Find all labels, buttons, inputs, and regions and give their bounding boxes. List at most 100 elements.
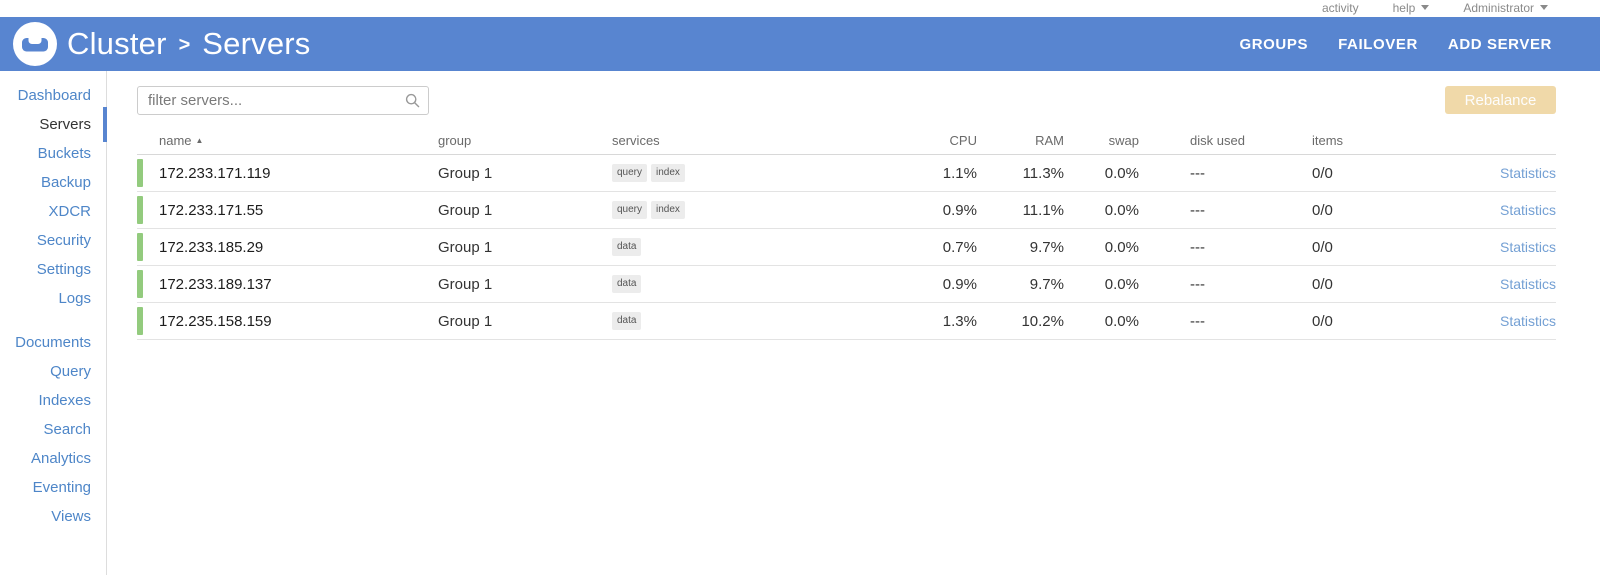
server-swap: 0.0% bbox=[1104, 275, 1139, 293]
rebalance-button[interactable]: Rebalance bbox=[1445, 86, 1556, 114]
page-title: Servers bbox=[202, 26, 311, 61]
server-swap: 0.0% bbox=[1104, 312, 1139, 330]
chevron-down-icon bbox=[1540, 5, 1548, 10]
sidebar-item-search[interactable]: Search bbox=[43, 421, 91, 438]
server-swap: 0.0% bbox=[1104, 238, 1139, 256]
table-header: name ▲ group services CPU RAM swap disk u… bbox=[137, 127, 1556, 155]
failover-button[interactable]: FAILOVER bbox=[1338, 35, 1418, 53]
sidebar-item-xdcr[interactable]: XDCR bbox=[48, 203, 91, 220]
sort-ascending-icon: ▲ bbox=[195, 136, 204, 145]
column-header-group[interactable]: group bbox=[438, 133, 472, 148]
servers-table: 172.233.171.119 Group 1 query index 1.1% … bbox=[137, 155, 1556, 340]
column-header-cpu[interactable]: CPU bbox=[949, 133, 977, 148]
server-name: 172.233.171.55 bbox=[159, 201, 264, 219]
help-menu[interactable]: help bbox=[1393, 1, 1430, 15]
breadcrumb: Cluster > Servers bbox=[67, 26, 311, 62]
server-name-cell: 172.233.171.55 bbox=[137, 192, 438, 228]
column-header-ram[interactable]: RAM bbox=[1035, 133, 1064, 148]
top-utility-bar: activity help Administrator bbox=[0, 0, 1600, 17]
server-disk-used: --- bbox=[1190, 312, 1205, 330]
statistics-link[interactable]: Statistics bbox=[1499, 201, 1556, 218]
column-header-items[interactable]: items bbox=[1312, 133, 1344, 148]
filter-servers-input[interactable] bbox=[137, 86, 429, 115]
server-name-cell: 172.233.189.137 bbox=[137, 266, 438, 302]
server-name-cell: 172.233.171.119 bbox=[137, 155, 438, 191]
main-content: Rebalance name▲ group services CPU RAM s… bbox=[107, 71, 1600, 575]
server-items: 0/0 bbox=[1312, 201, 1333, 219]
server-disk-used: --- bbox=[1190, 238, 1205, 256]
server-services: data bbox=[612, 312, 837, 330]
service-badge-index: index bbox=[651, 201, 685, 219]
sidebar-item-security[interactable]: Security bbox=[36, 232, 91, 249]
sidebar-item-indexes[interactable]: Indexes bbox=[38, 392, 91, 409]
sidebar-item-settings[interactable]: Settings bbox=[36, 261, 91, 278]
service-badge-data: data bbox=[612, 275, 642, 293]
service-badge-query: query bbox=[612, 164, 648, 182]
statistics-link[interactable]: Statistics bbox=[1499, 164, 1556, 181]
server-actions-cell: Statistics bbox=[1437, 165, 1556, 182]
server-group: Group 1 bbox=[438, 201, 493, 219]
server-cpu: 0.9% bbox=[942, 201, 977, 219]
sidebar-item-views[interactable]: Views bbox=[51, 508, 91, 525]
sidebar-item-query[interactable]: Query bbox=[50, 363, 91, 380]
activity-label: activity bbox=[1321, 0, 1359, 15]
app-header: Cluster > Servers GROUPS FAILOVER ADD SE… bbox=[0, 17, 1600, 71]
activity-link[interactable]: activity bbox=[1322, 1, 1359, 15]
table-row[interactable]: 172.233.185.29 Group 1 data 0.7% 9.7% 0.… bbox=[137, 229, 1556, 266]
groups-button[interactable]: GROUPS bbox=[1239, 35, 1309, 53]
sidebar-item-servers[interactable]: Servers bbox=[0, 107, 107, 142]
server-services: query index bbox=[612, 201, 837, 219]
column-header-name[interactable]: name ▲ bbox=[137, 133, 438, 148]
server-ram: 11.3% bbox=[1022, 164, 1064, 182]
table-row[interactable]: 172.233.171.55 Group 1 query index 0.9% 1… bbox=[137, 192, 1556, 229]
table-row[interactable]: 172.233.171.119 Group 1 query index 1.1% … bbox=[137, 155, 1556, 192]
server-name: 172.233.189.137 bbox=[159, 275, 272, 293]
sidebar-item-analytics[interactable]: Analytics bbox=[30, 450, 91, 467]
statistics-link[interactable]: Statistics bbox=[1499, 312, 1556, 329]
server-group: Group 1 bbox=[438, 238, 493, 256]
server-cpu: 1.3% bbox=[942, 312, 977, 330]
server-group: Group 1 bbox=[438, 312, 493, 330]
column-header-swap[interactable]: swap bbox=[1108, 133, 1139, 148]
server-items: 0/0 bbox=[1312, 275, 1333, 293]
column-header-services[interactable]: services bbox=[612, 133, 660, 148]
column-header-name-label: name bbox=[159, 133, 192, 148]
server-services: query index bbox=[612, 164, 837, 182]
server-services: data bbox=[612, 275, 837, 293]
sidebar-item-backup[interactable]: Backup bbox=[40, 174, 91, 191]
sidebar-item-buckets[interactable]: Buckets bbox=[37, 145, 91, 162]
table-row[interactable]: 172.235.158.159 Group 1 data 1.3% 10.2% … bbox=[137, 303, 1556, 340]
service-badge-query: query bbox=[612, 201, 648, 219]
server-name-cell: 172.233.185.29 bbox=[137, 229, 438, 265]
servers-toolbar: Rebalance bbox=[137, 86, 1556, 115]
server-cpu: 0.9% bbox=[942, 275, 977, 293]
server-healthy-status-bar bbox=[137, 196, 143, 224]
server-ram: 10.2% bbox=[1021, 312, 1064, 330]
user-menu[interactable]: Administrator bbox=[1463, 1, 1548, 15]
couchbase-logo-icon[interactable] bbox=[13, 22, 57, 66]
server-cpu: 0.7% bbox=[942, 238, 977, 256]
column-header-disk-used[interactable]: disk used bbox=[1190, 133, 1245, 148]
sidebar-item-documents[interactable]: Documents bbox=[15, 334, 91, 351]
service-badge-index: index bbox=[651, 164, 685, 182]
service-badge-data: data bbox=[612, 238, 642, 256]
server-name: 172.235.158.159 bbox=[159, 312, 272, 330]
statistics-link[interactable]: Statistics bbox=[1499, 275, 1556, 292]
server-ram: 9.7% bbox=[1029, 275, 1064, 293]
user-label: Administrator bbox=[1463, 0, 1534, 15]
add-server-button[interactable]: ADD SERVER bbox=[1447, 35, 1552, 53]
sidebar-item-eventing[interactable]: Eventing bbox=[32, 479, 91, 496]
server-swap: 0.0% bbox=[1104, 164, 1139, 182]
server-actions-cell: Statistics bbox=[1437, 313, 1556, 330]
server-healthy-status-bar bbox=[137, 270, 143, 298]
server-cpu: 1.1% bbox=[942, 164, 977, 182]
help-label: help bbox=[1392, 0, 1416, 15]
table-row[interactable]: 172.233.189.137 Group 1 data 0.9% 9.7% 0… bbox=[137, 266, 1556, 303]
server-ram: 9.7% bbox=[1029, 238, 1064, 256]
server-group: Group 1 bbox=[438, 164, 493, 182]
sidebar-item-logs[interactable]: Logs bbox=[58, 290, 91, 307]
server-ram: 11.1% bbox=[1022, 201, 1064, 219]
statistics-link[interactable]: Statistics bbox=[1499, 238, 1556, 255]
server-name-cell: 172.235.158.159 bbox=[137, 303, 438, 339]
sidebar-item-dashboard[interactable]: Dashboard bbox=[17, 87, 91, 104]
